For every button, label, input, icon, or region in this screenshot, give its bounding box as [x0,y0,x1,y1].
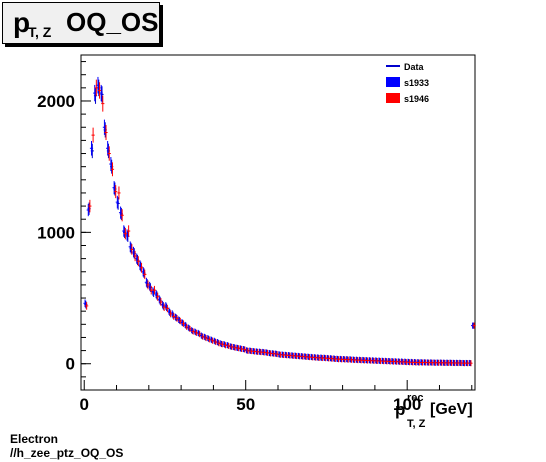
title-subscript: T, Z [28,24,52,40]
y-tick-label: 2000 [37,92,75,111]
histogram-title-box: p T, Z OQ_OS [2,2,160,44]
legend-swatch-s1946 [386,93,400,103]
legend-label-s1933: s1933 [404,78,429,88]
x-axis-label-subscript: T, Z [407,418,426,430]
legend-swatch-s1933 [386,77,400,87]
legend-label-s1946: s1946 [404,94,429,104]
y-tick-label: 0 [66,355,75,374]
x-tick-label: 50 [236,395,255,414]
title-symbol: p [13,7,31,38]
plot-frame [80,54,476,391]
title-text: OQ_OS [66,7,159,37]
x-axis-label-symbol: p [395,400,406,419]
y-tick-label: 1000 [37,223,75,242]
footer-line-2: //h_zee_ptz_OQ_OS [10,446,124,460]
x-tick-label: 100 [393,395,421,414]
x-tick-label: 0 [79,395,88,414]
x-axis-label-superscript: rec [407,392,424,404]
x-axis-label-unit: [GeV] [430,401,473,418]
legend-label-data: Data [404,62,425,72]
footer-line-1: Electron [10,432,59,446]
